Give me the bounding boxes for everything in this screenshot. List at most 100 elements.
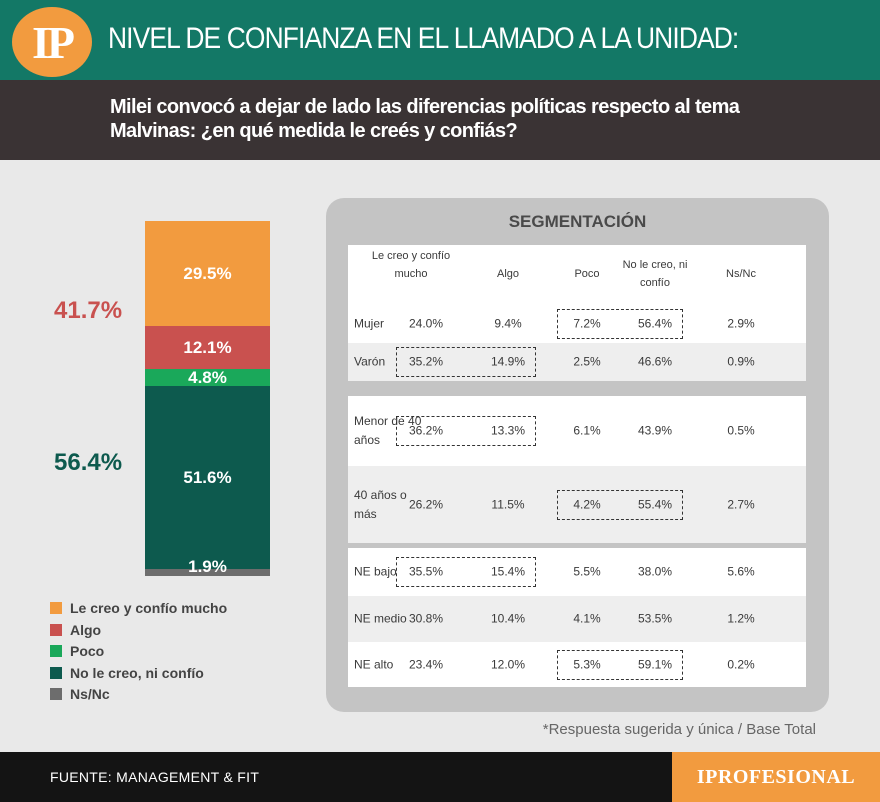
bar-value-label: 12.1% (183, 337, 232, 357)
table-cell: 9.4% (494, 316, 522, 331)
table-cell: 11.5% (491, 497, 525, 511)
highlight-box (557, 309, 683, 339)
row-label: NE medio (354, 611, 407, 626)
table-row: Mujer 24.0% 9.4% 7.2% 56.4% 2.9% (348, 305, 806, 343)
subtitle-bar (0, 80, 880, 160)
row-label: NE alto (354, 657, 394, 671)
table-cell: 6.1% (573, 423, 601, 438)
table-cell: 15.4% (490, 564, 526, 579)
brand-logo: IPROFESIONAL (672, 752, 880, 802)
row-label: 40 años o más (354, 487, 407, 521)
legend-swatch (50, 666, 62, 679)
table-cell: 23.4% (408, 657, 444, 671)
table-cell: 55.4% (637, 497, 673, 511)
total-confia-label: 41.7% (54, 297, 123, 324)
row-label: Varón (354, 354, 386, 369)
legend-label: No le creo, ni confío (70, 664, 204, 681)
legend-swatch (50, 602, 62, 614)
table-cell: 2.7% (727, 497, 755, 511)
table-cell: 5.5% (573, 564, 601, 579)
table-cell: 35.5% (408, 564, 444, 579)
bar-segment-poco: 4.8% (145, 367, 270, 387)
segmentation-title: SEGMENTACIÓN (508, 212, 647, 231)
source-label: FUENTE: MANAGEMENT & FIT (50, 769, 260, 785)
column-header: Ns/Nc (726, 268, 756, 280)
table-cell: 10.4% (490, 611, 526, 626)
bar-segment-algo: 12.1% (145, 326, 270, 369)
table-cell: 12.0% (490, 657, 526, 671)
table-cell: 1.2% (727, 611, 755, 626)
table-cell: 30.8% (408, 611, 444, 626)
bar-value-label: 1.9% (188, 557, 227, 576)
table-cell: 38.0% (637, 564, 673, 579)
legend-label: Le creo y confío mucho (70, 600, 228, 616)
row-label: NE bajo (354, 564, 397, 579)
table-cell: 56.4% (637, 316, 673, 331)
table-row: Varón 35.2% 14.9% 2.5% 46.6% 0.9% (348, 343, 806, 381)
table-cell: 4.2% (573, 497, 601, 511)
table-cell: 0.9% (727, 354, 755, 369)
bar-segment-nsnc: 1.9% (145, 558, 270, 576)
table-cell: 7.2% (573, 316, 601, 331)
table-cell: 26.2% (408, 497, 444, 511)
table-row: NE alto 23.4% 12.0% 5.3% 59.1% 0.2% (348, 642, 806, 687)
column-header: Poco (574, 268, 600, 280)
legend-swatch (50, 688, 62, 700)
table-row: NE bajo 35.5% 15.4% 5.5% 38.0% 5.6% (348, 548, 806, 596)
footnote: *Respuesta sugerida y única / Base Total (542, 721, 816, 738)
column-header: Algo (496, 268, 520, 280)
bar-segment-no: 51.6% (145, 386, 270, 569)
legend-item: Poco (50, 643, 104, 659)
segment-table: NE bajo 35.5% 15.4% 5.5% 38.0% 5.6% NE medio 30… (348, 548, 806, 687)
legend-swatch (50, 623, 62, 636)
total-no-confia-label: 56.4% (54, 449, 123, 476)
table-row: 40 años o más 26.2% 11.5% 4.2% 55.4% 2.7% (348, 466, 806, 543)
table-cell: 0.5% (727, 423, 755, 438)
column-header: No le creo, ni confío (622, 259, 688, 289)
row-label: Mujer (354, 316, 385, 331)
highlight-box (396, 347, 536, 377)
table-cell: 36.2% (408, 423, 444, 438)
table-row: Menor de 40 años 36.2% 13.3% 6.1% 43.9% 0.5% (348, 396, 806, 466)
table-cell: 43.9% (637, 423, 673, 438)
highlight-box (396, 416, 536, 446)
table-cell: 46.6% (637, 354, 673, 369)
stacked-bar: 29.5% 12.1% 4.8% 51.6% 1.9% (145, 221, 270, 576)
highlight-box (396, 557, 536, 587)
legend-label: Ns/Nc (70, 686, 110, 702)
table-cell: 0.2% (727, 657, 755, 671)
table-cell: 53.5% (637, 611, 673, 626)
question-subtitle: Milei convocó a dejar de lado las difere… (110, 96, 740, 142)
table-cell: 5.3% (573, 657, 601, 671)
segment-table: Menor de 40 años 36.2% 13.3% 6.1% 43.9% 0.5% 4… (348, 396, 806, 543)
page-title: NIVEL DE CONFIANZA EN EL LLAMADO A LA UN… (108, 22, 739, 55)
legend-item: Algo (50, 622, 101, 638)
table-cell: 5.6% (727, 564, 755, 579)
highlight-box (557, 489, 683, 520)
bar-segment-mucho: 29.5% (145, 221, 270, 326)
legend-label: Algo (70, 621, 102, 638)
table-cell: 24.0% (408, 316, 444, 331)
column-header: Le creo y confío mucho (371, 250, 451, 280)
header-bar (0, 0, 880, 80)
segment-table: Le creo y confío mucho Algo Poco No le creo… (348, 245, 806, 381)
ip-logo: IP (12, 7, 92, 77)
table-row: NE medio 30.8% 10.4% 4.1% 53.5% 1.2% (348, 596, 806, 642)
table-cell: 59.1% (637, 657, 673, 671)
table-cell: 2.5% (573, 354, 601, 369)
table-cell: 4.1% (573, 611, 601, 626)
table-cell: 14.9% (490, 354, 526, 369)
bar-value-label: 51.6% (183, 467, 232, 487)
row-label: Menor de 40 años (354, 414, 422, 447)
legend-label: Poco (70, 643, 105, 659)
legend-swatch (50, 645, 62, 657)
legend-item: Le creo y confío mucho (50, 600, 227, 616)
table-cell: 13.3% (490, 423, 526, 438)
highlight-box (557, 649, 683, 680)
table-cell: 2.9% (727, 316, 755, 331)
table-cell: 35.2% (408, 354, 444, 369)
bar-value-label: 29.5% (183, 263, 232, 283)
legend-item: Ns/Nc (50, 686, 110, 702)
legend-item: No le creo, ni confío (50, 665, 204, 681)
bar-value-label: 4.8% (188, 367, 227, 387)
